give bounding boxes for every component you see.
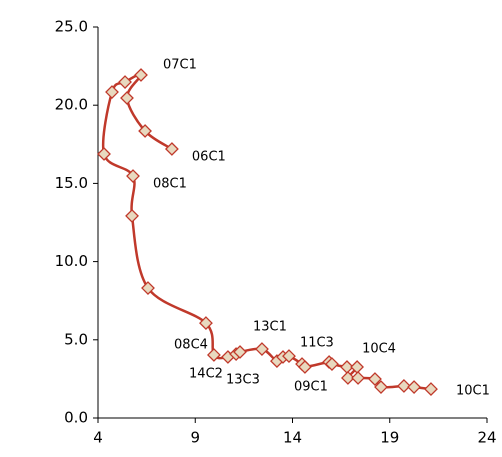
y-tick-label: 20.0 [55,96,88,114]
marker [199,316,213,330]
marker [397,379,411,393]
point-label: 08C1 [153,177,187,192]
marker [120,91,134,105]
x-tick-label: 14 [283,429,302,447]
point-label: 07C1 [163,58,197,73]
point-label: 09C1 [294,380,328,395]
marker [407,380,421,394]
marker [374,380,388,394]
marker [233,345,247,359]
marker [207,348,221,362]
marker [424,382,438,396]
y-tick-label: 25.0 [55,18,88,36]
x-tick-label: 24 [477,429,496,447]
marker [125,209,139,223]
marker [255,342,269,356]
point-label: 06C1 [192,149,226,164]
marker [351,371,365,385]
y-tick-label: 15.0 [55,174,88,192]
marker [341,371,355,385]
x-tick-label: 9 [190,429,200,447]
marker [118,75,132,89]
marker [282,349,296,363]
x-tick-label: 4 [93,429,103,447]
point-label: 10C4 [362,342,396,357]
y-tick-label: 5.0 [64,330,88,348]
marker [141,281,155,295]
marker [105,85,119,99]
point-label: 10C1 [456,384,490,399]
y-tick-label: 0.0 [64,409,88,427]
marker [325,357,339,371]
marker [138,124,152,138]
point-label: 13C3 [226,372,260,387]
point-label: 08C4 [174,337,208,352]
marker [134,68,148,82]
point-label: 11C3 [300,336,334,351]
marker [298,360,312,374]
marker [126,169,140,183]
point-label: 13C1 [253,320,287,335]
marker [164,142,179,156]
marker [97,147,111,161]
marker [368,372,382,386]
y-tick-label: 10.0 [55,252,88,270]
x-tick-label: 19 [380,429,399,447]
point-label: 14C2 [189,367,223,382]
